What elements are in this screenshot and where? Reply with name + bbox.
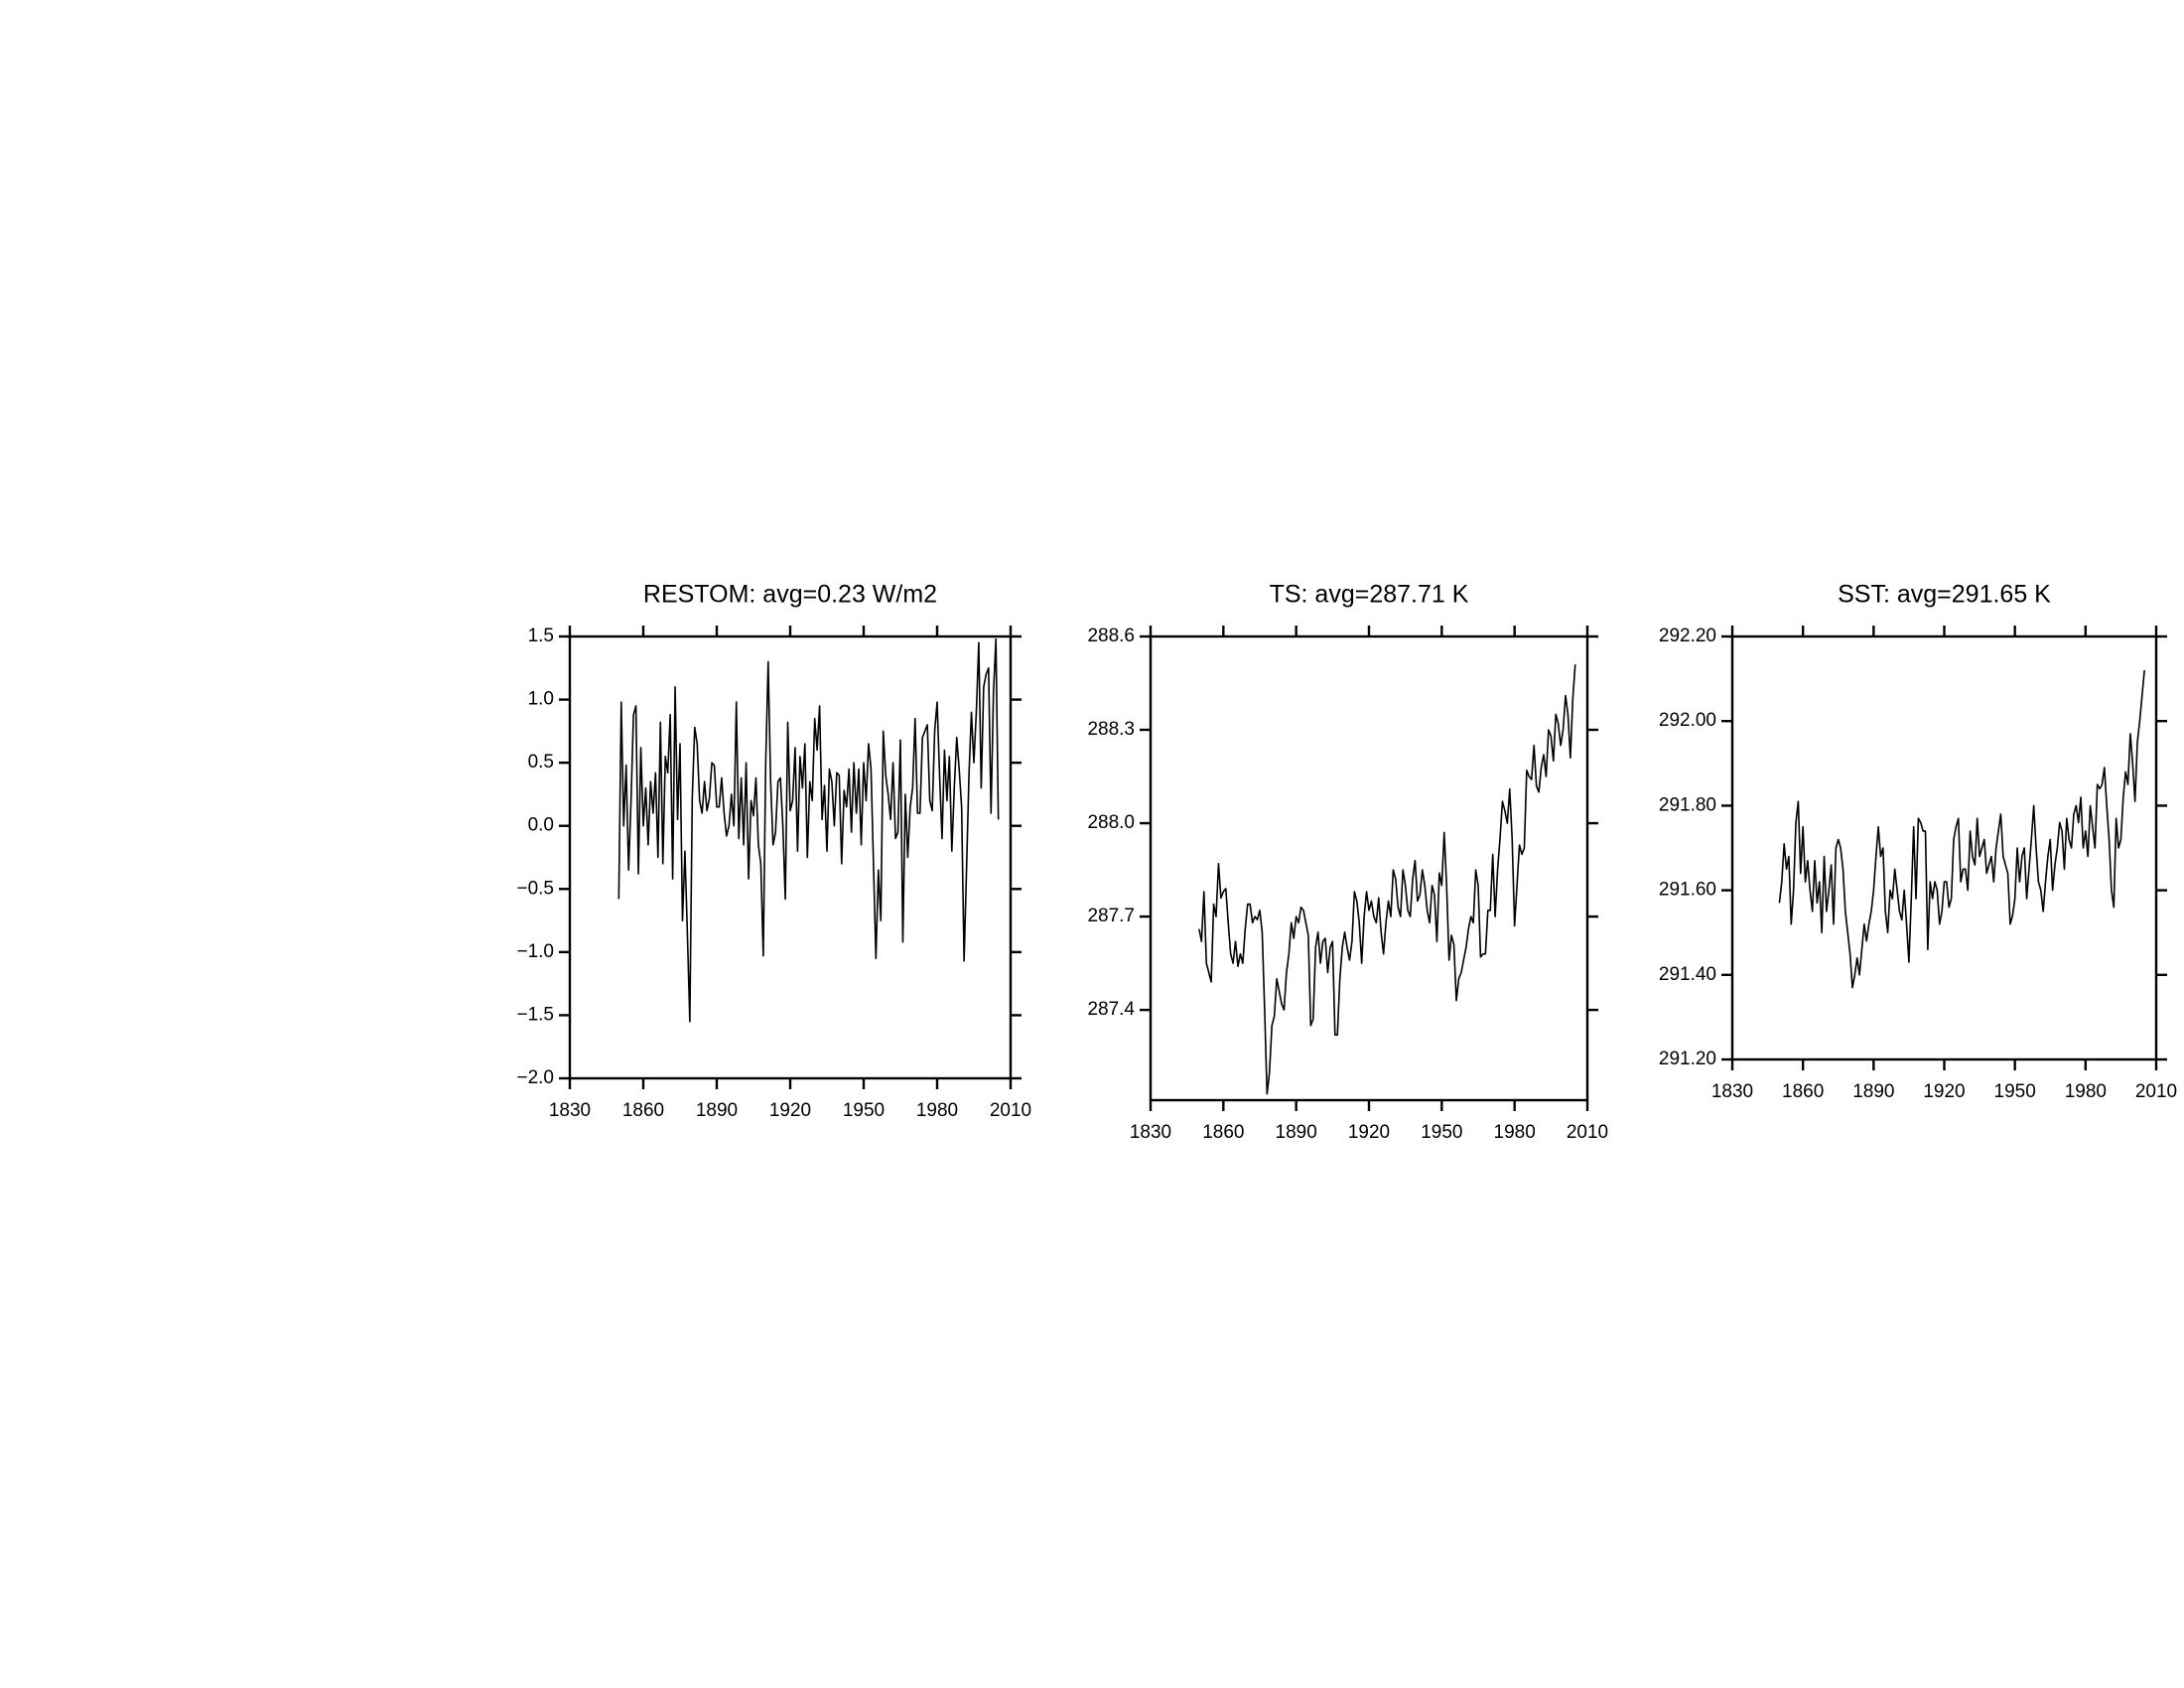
y-tick-label: 292.00 [1659,710,1716,731]
y-tick-label: 0.0 [528,815,554,836]
y-tick-label: −1.5 [516,1004,554,1025]
x-tick-label: 1920 [1348,1122,1390,1143]
x-tick-label: 1950 [1421,1122,1462,1143]
y-tick-label: 291.60 [1659,880,1716,901]
x-tick-label: 1920 [1923,1081,1965,1102]
y-tick-label: 292.20 [1659,626,1716,646]
x-tick-label: 1890 [1276,1122,1317,1143]
y-tick-label: −0.5 [516,878,554,899]
x-tick-label: 1860 [1782,1081,1824,1102]
x-tick-label: 1950 [843,1100,885,1121]
y-tick-label: 1.5 [528,626,554,646]
y-tick-label: 287.7 [1087,906,1135,926]
x-tick-label: 2010 [2135,1081,2177,1102]
y-tick-label: 288.0 [1087,812,1135,833]
x-tick-label: 1830 [549,1100,591,1121]
data-line [1778,670,2145,989]
y-tick-label: 291.40 [1659,964,1716,985]
y-tick-label: −2.0 [516,1067,554,1088]
y-tick-label: 288.3 [1087,719,1135,740]
plot-frame [568,634,1013,1080]
x-tick-label: 1950 [1994,1081,2036,1102]
x-tick-label: 1980 [1494,1122,1536,1143]
x-tick-label: 1890 [1852,1081,1894,1102]
y-tick-label: 1.0 [528,689,554,710]
y-tick-label: −1.0 [516,941,554,962]
y-tick-label: 288.6 [1087,626,1135,646]
y-tick-label: 291.20 [1659,1049,1716,1069]
x-tick-label: 1980 [2065,1081,2107,1102]
plot-frame [1149,634,1589,1102]
plot-frame [1730,634,2158,1061]
y-tick-label: 287.4 [1087,999,1135,1020]
data-line [617,637,1000,1023]
x-tick-label: 2010 [990,1100,1031,1121]
x-tick-label: 1830 [1130,1122,1171,1143]
x-tick-label: 1860 [622,1100,664,1121]
x-tick-label: 1890 [696,1100,738,1121]
y-tick-label: 291.80 [1659,794,1716,815]
y-tick-label: 0.5 [528,752,554,773]
x-tick-label: 1830 [1711,1081,1753,1102]
data-line [1198,664,1576,1095]
chart-title: SST: avg=291.65 K [1838,581,2051,609]
x-tick-label: 2010 [1567,1122,1608,1143]
x-tick-label: 1920 [769,1100,811,1121]
chart-title: TS: avg=287.71 K [1270,581,1469,609]
chart-title: RESTOM: avg=0.23 W/m2 [643,581,937,609]
x-tick-label: 1860 [1202,1122,1244,1143]
x-tick-label: 1980 [916,1100,958,1121]
